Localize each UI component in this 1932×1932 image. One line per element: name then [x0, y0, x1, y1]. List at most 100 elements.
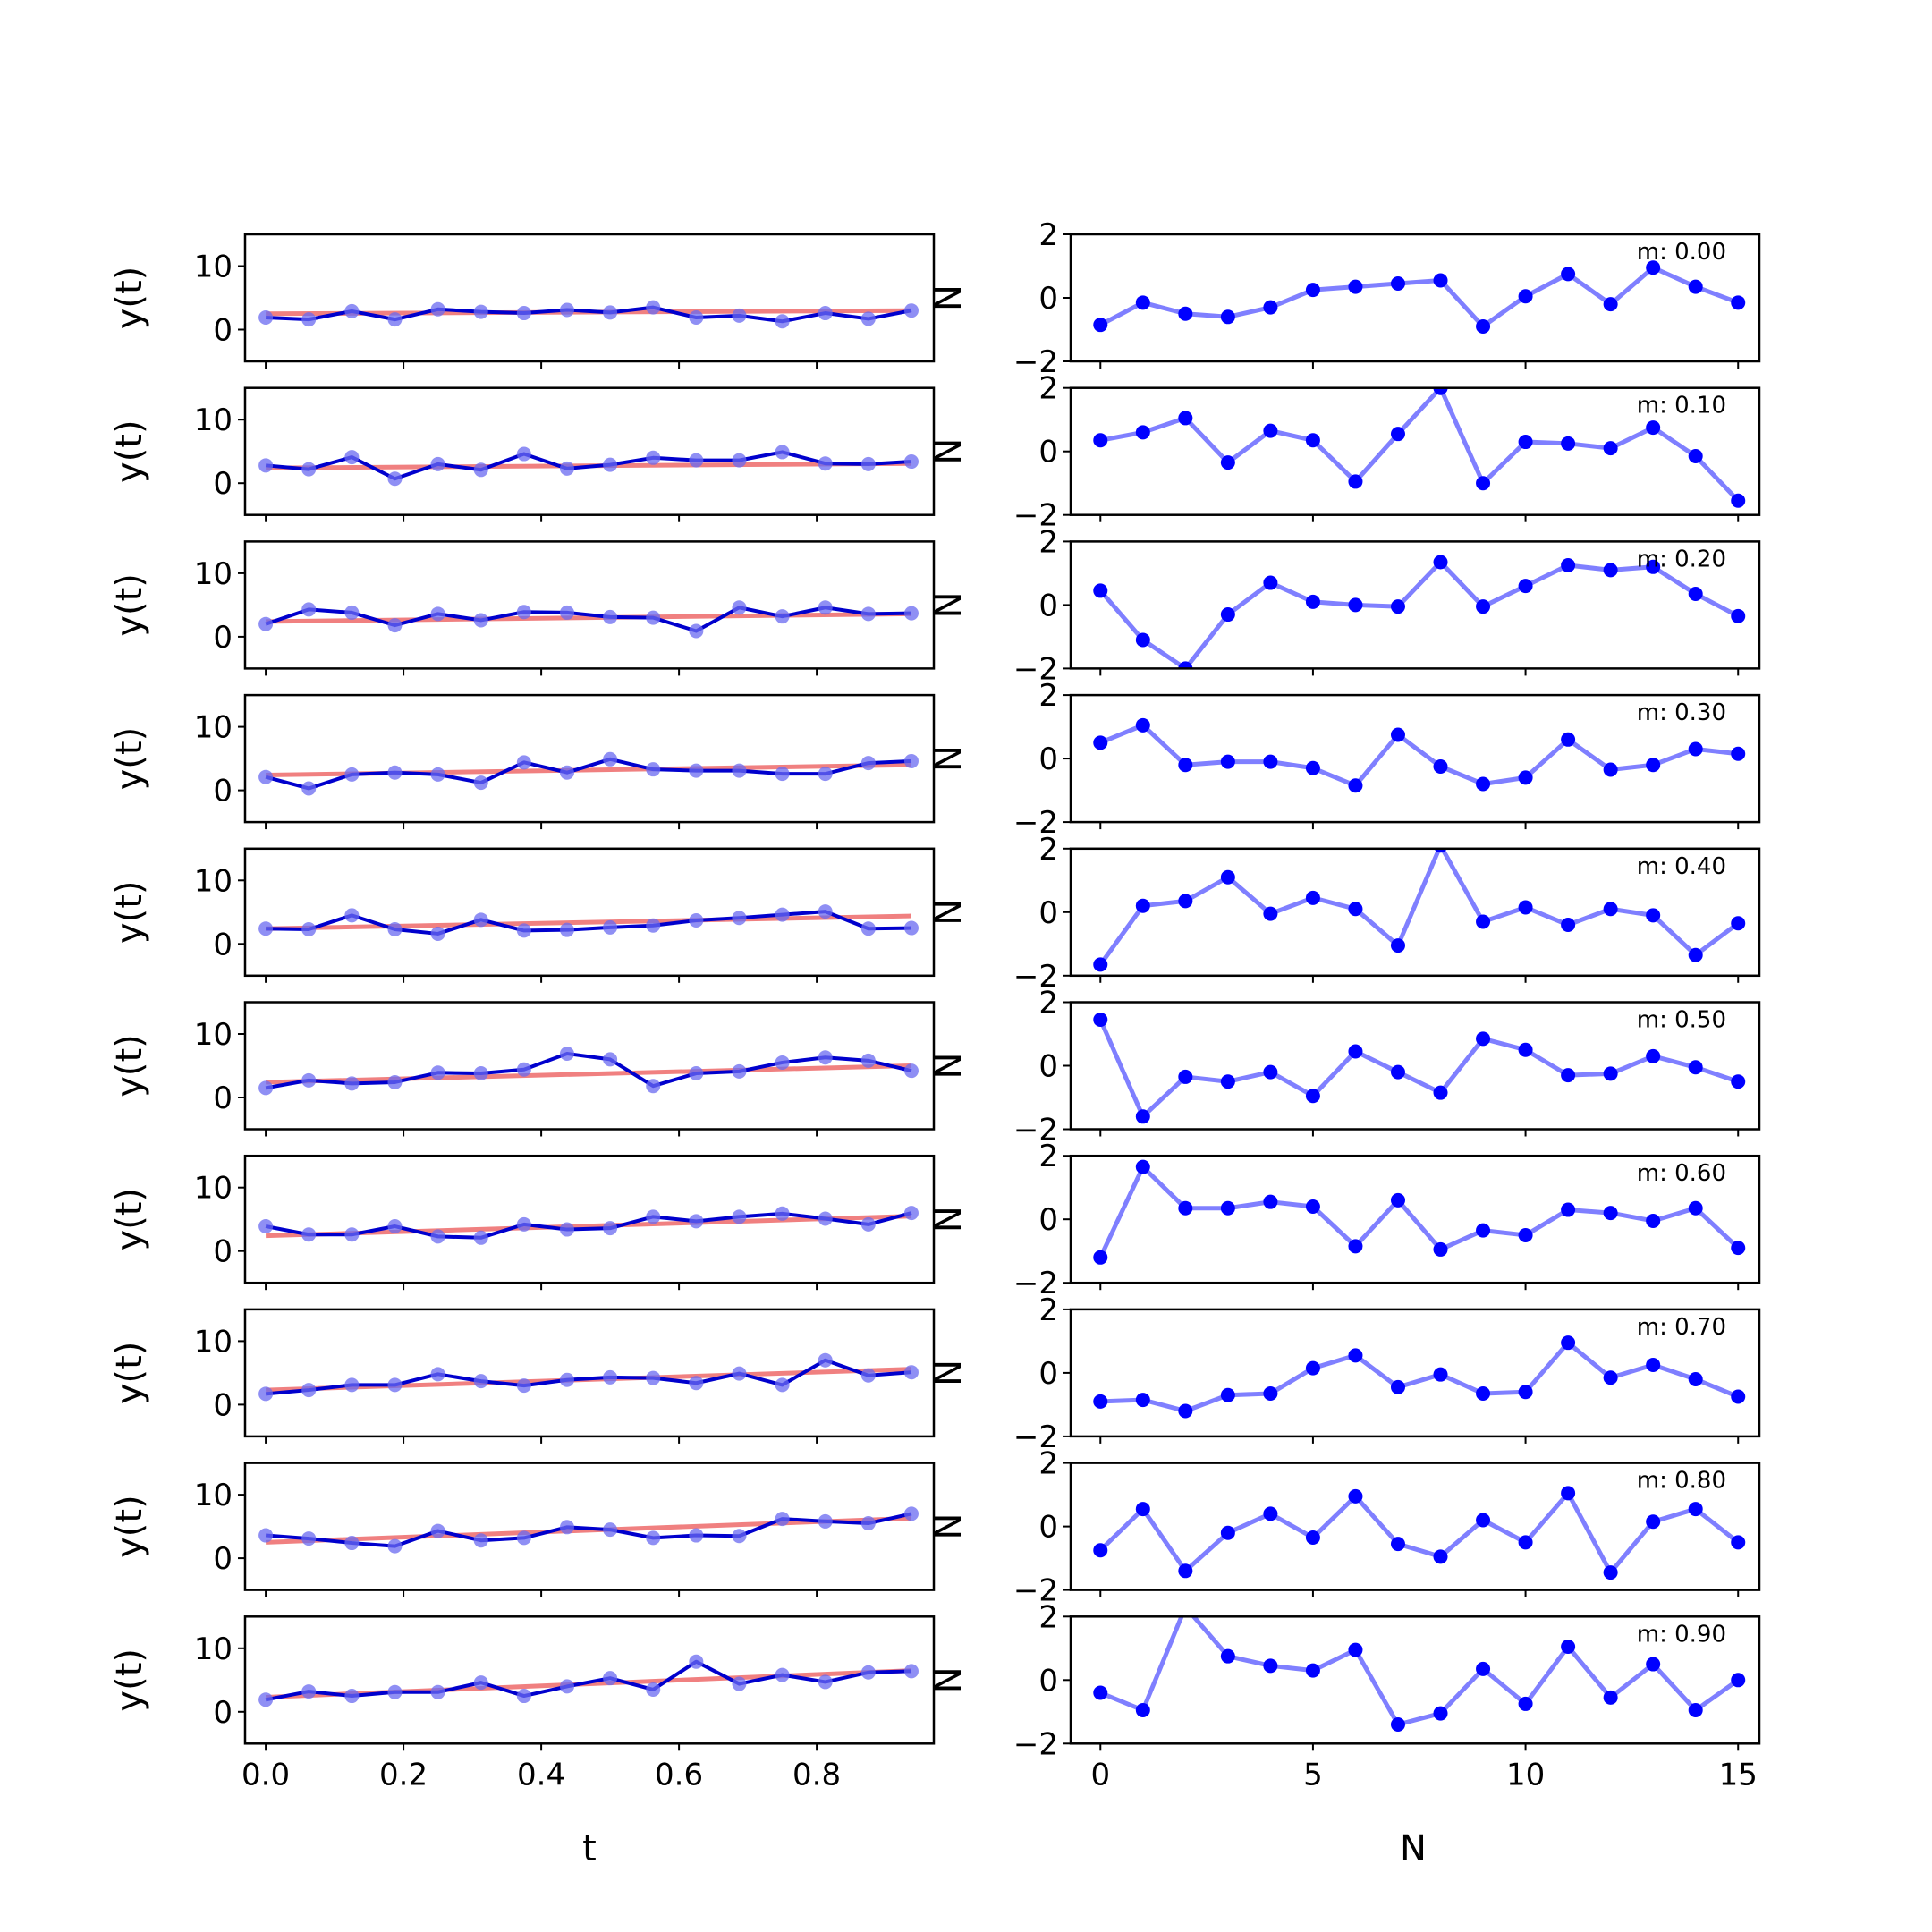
- residual-point: [1305, 890, 1320, 905]
- data-point: [344, 908, 360, 923]
- data-point: [516, 755, 531, 770]
- data-point: [818, 456, 833, 471]
- residual-point: [1220, 1074, 1235, 1089]
- data-point: [516, 306, 531, 321]
- data-point: [301, 921, 317, 936]
- residual-point: [1093, 1543, 1108, 1558]
- residual-point: [1646, 1358, 1661, 1373]
- data-point: [387, 765, 402, 780]
- residual-point: [1263, 754, 1278, 769]
- right-panel-frame: [1069, 693, 1761, 824]
- y-tick-label: 10: [194, 1171, 233, 1207]
- residual-point: [1263, 1064, 1278, 1080]
- residual-point: [1476, 1031, 1491, 1046]
- panel-label: m: 0.40: [1637, 853, 1726, 880]
- data-point: [603, 751, 618, 767]
- left-panel-frame: [243, 1154, 936, 1284]
- residual-point: [1603, 762, 1618, 777]
- residual-point: [1390, 1064, 1405, 1080]
- residual-point: [1476, 914, 1491, 929]
- right-y-axis-label: N: [928, 1206, 970, 1233]
- data-point: [689, 1214, 704, 1229]
- residual-point: [1433, 1706, 1448, 1721]
- residual-point: [1561, 1068, 1576, 1083]
- data-point: [689, 1528, 704, 1543]
- residual-point: [1348, 597, 1363, 613]
- data-point: [430, 1229, 445, 1244]
- data-point: [516, 1530, 531, 1546]
- residual-point: [1093, 583, 1108, 598]
- data-point: [818, 1674, 833, 1690]
- data-point: [903, 920, 919, 936]
- residual-point: [1731, 1074, 1746, 1089]
- residual-point: [1476, 476, 1491, 491]
- right-panel-5: −2 0 2 Nm: 0.50: [928, 986, 1761, 1148]
- y-tick-label: 0: [213, 313, 233, 349]
- residual-line: [1099, 723, 1739, 788]
- data-point: [689, 1066, 704, 1081]
- residual-point: [1220, 1525, 1235, 1540]
- x-tick-label: 0: [1090, 1757, 1110, 1792]
- data-point: [646, 610, 661, 625]
- panel-label: m: 0.80: [1637, 1468, 1726, 1495]
- data-point: [387, 1377, 402, 1393]
- residual-point: [1561, 558, 1576, 573]
- residual-point: [1731, 295, 1746, 310]
- right-panel-plot-area: [1093, 848, 1746, 972]
- residual-point: [1305, 433, 1320, 448]
- residual-point: [1135, 425, 1150, 440]
- left-panel-9: 0 10 0.0 0.2 0.4 0.6 0.8 y(t): [109, 1615, 936, 1792]
- y-tick-label: 0: [213, 1387, 233, 1423]
- fit-line: [266, 913, 912, 931]
- residual-point: [1603, 441, 1618, 456]
- residual-point: [1646, 260, 1661, 275]
- data-point: [258, 769, 274, 784]
- data-point: [818, 1352, 833, 1368]
- residual-point: [1390, 1537, 1405, 1552]
- data-point: [775, 907, 790, 922]
- data-point: [473, 462, 488, 478]
- residual-point: [1603, 902, 1618, 917]
- data-point: [860, 756, 876, 771]
- residual-line: [1099, 265, 1740, 329]
- residual-point: [1518, 1385, 1533, 1400]
- y-tick-label: 0: [1038, 1202, 1058, 1238]
- residual-line: [1098, 559, 1740, 669]
- residual-point: [1178, 306, 1193, 321]
- residual-point: [1263, 300, 1278, 315]
- data-point: [775, 445, 790, 460]
- residual-point: [1688, 1372, 1703, 1386]
- residual-point: [1476, 318, 1491, 334]
- y-axis-label: y(t): [109, 1188, 150, 1251]
- data-point: [860, 456, 876, 471]
- residual-point: [1646, 1657, 1661, 1672]
- data-point: [301, 462, 317, 477]
- left-panel-frame: [243, 386, 936, 516]
- data-point: [559, 1222, 574, 1237]
- data-point: [258, 310, 274, 326]
- data-point: [860, 1516, 876, 1531]
- x-tick-label: 15: [1719, 1757, 1758, 1792]
- residual-point: [1135, 717, 1150, 733]
- residual-point: [1561, 436, 1576, 451]
- data-point: [430, 606, 445, 622]
- residual-point: [1135, 1393, 1150, 1408]
- residual-point: [1178, 894, 1193, 909]
- data-point: [344, 605, 360, 620]
- y-tick-label: 0: [213, 774, 233, 809]
- residual-point: [1220, 455, 1235, 470]
- data-point: [387, 1074, 402, 1089]
- x-tick-label: 0.0: [242, 1757, 290, 1792]
- residual-point: [1603, 1206, 1618, 1221]
- data-point: [860, 1368, 876, 1383]
- residual-point: [1348, 1488, 1363, 1504]
- panel-label: m: 0.30: [1637, 699, 1726, 726]
- y-tick-label: 10: [194, 402, 233, 438]
- residual-point: [1731, 1389, 1746, 1404]
- residual-point: [1603, 1690, 1618, 1705]
- residual-point: [1688, 586, 1703, 601]
- right-panel-6: −2 0 2 Nm: 0.60: [928, 1139, 1761, 1301]
- residual-line: [1099, 1616, 1740, 1727]
- right-panel-frame: [1069, 1001, 1761, 1131]
- data-point: [603, 919, 618, 935]
